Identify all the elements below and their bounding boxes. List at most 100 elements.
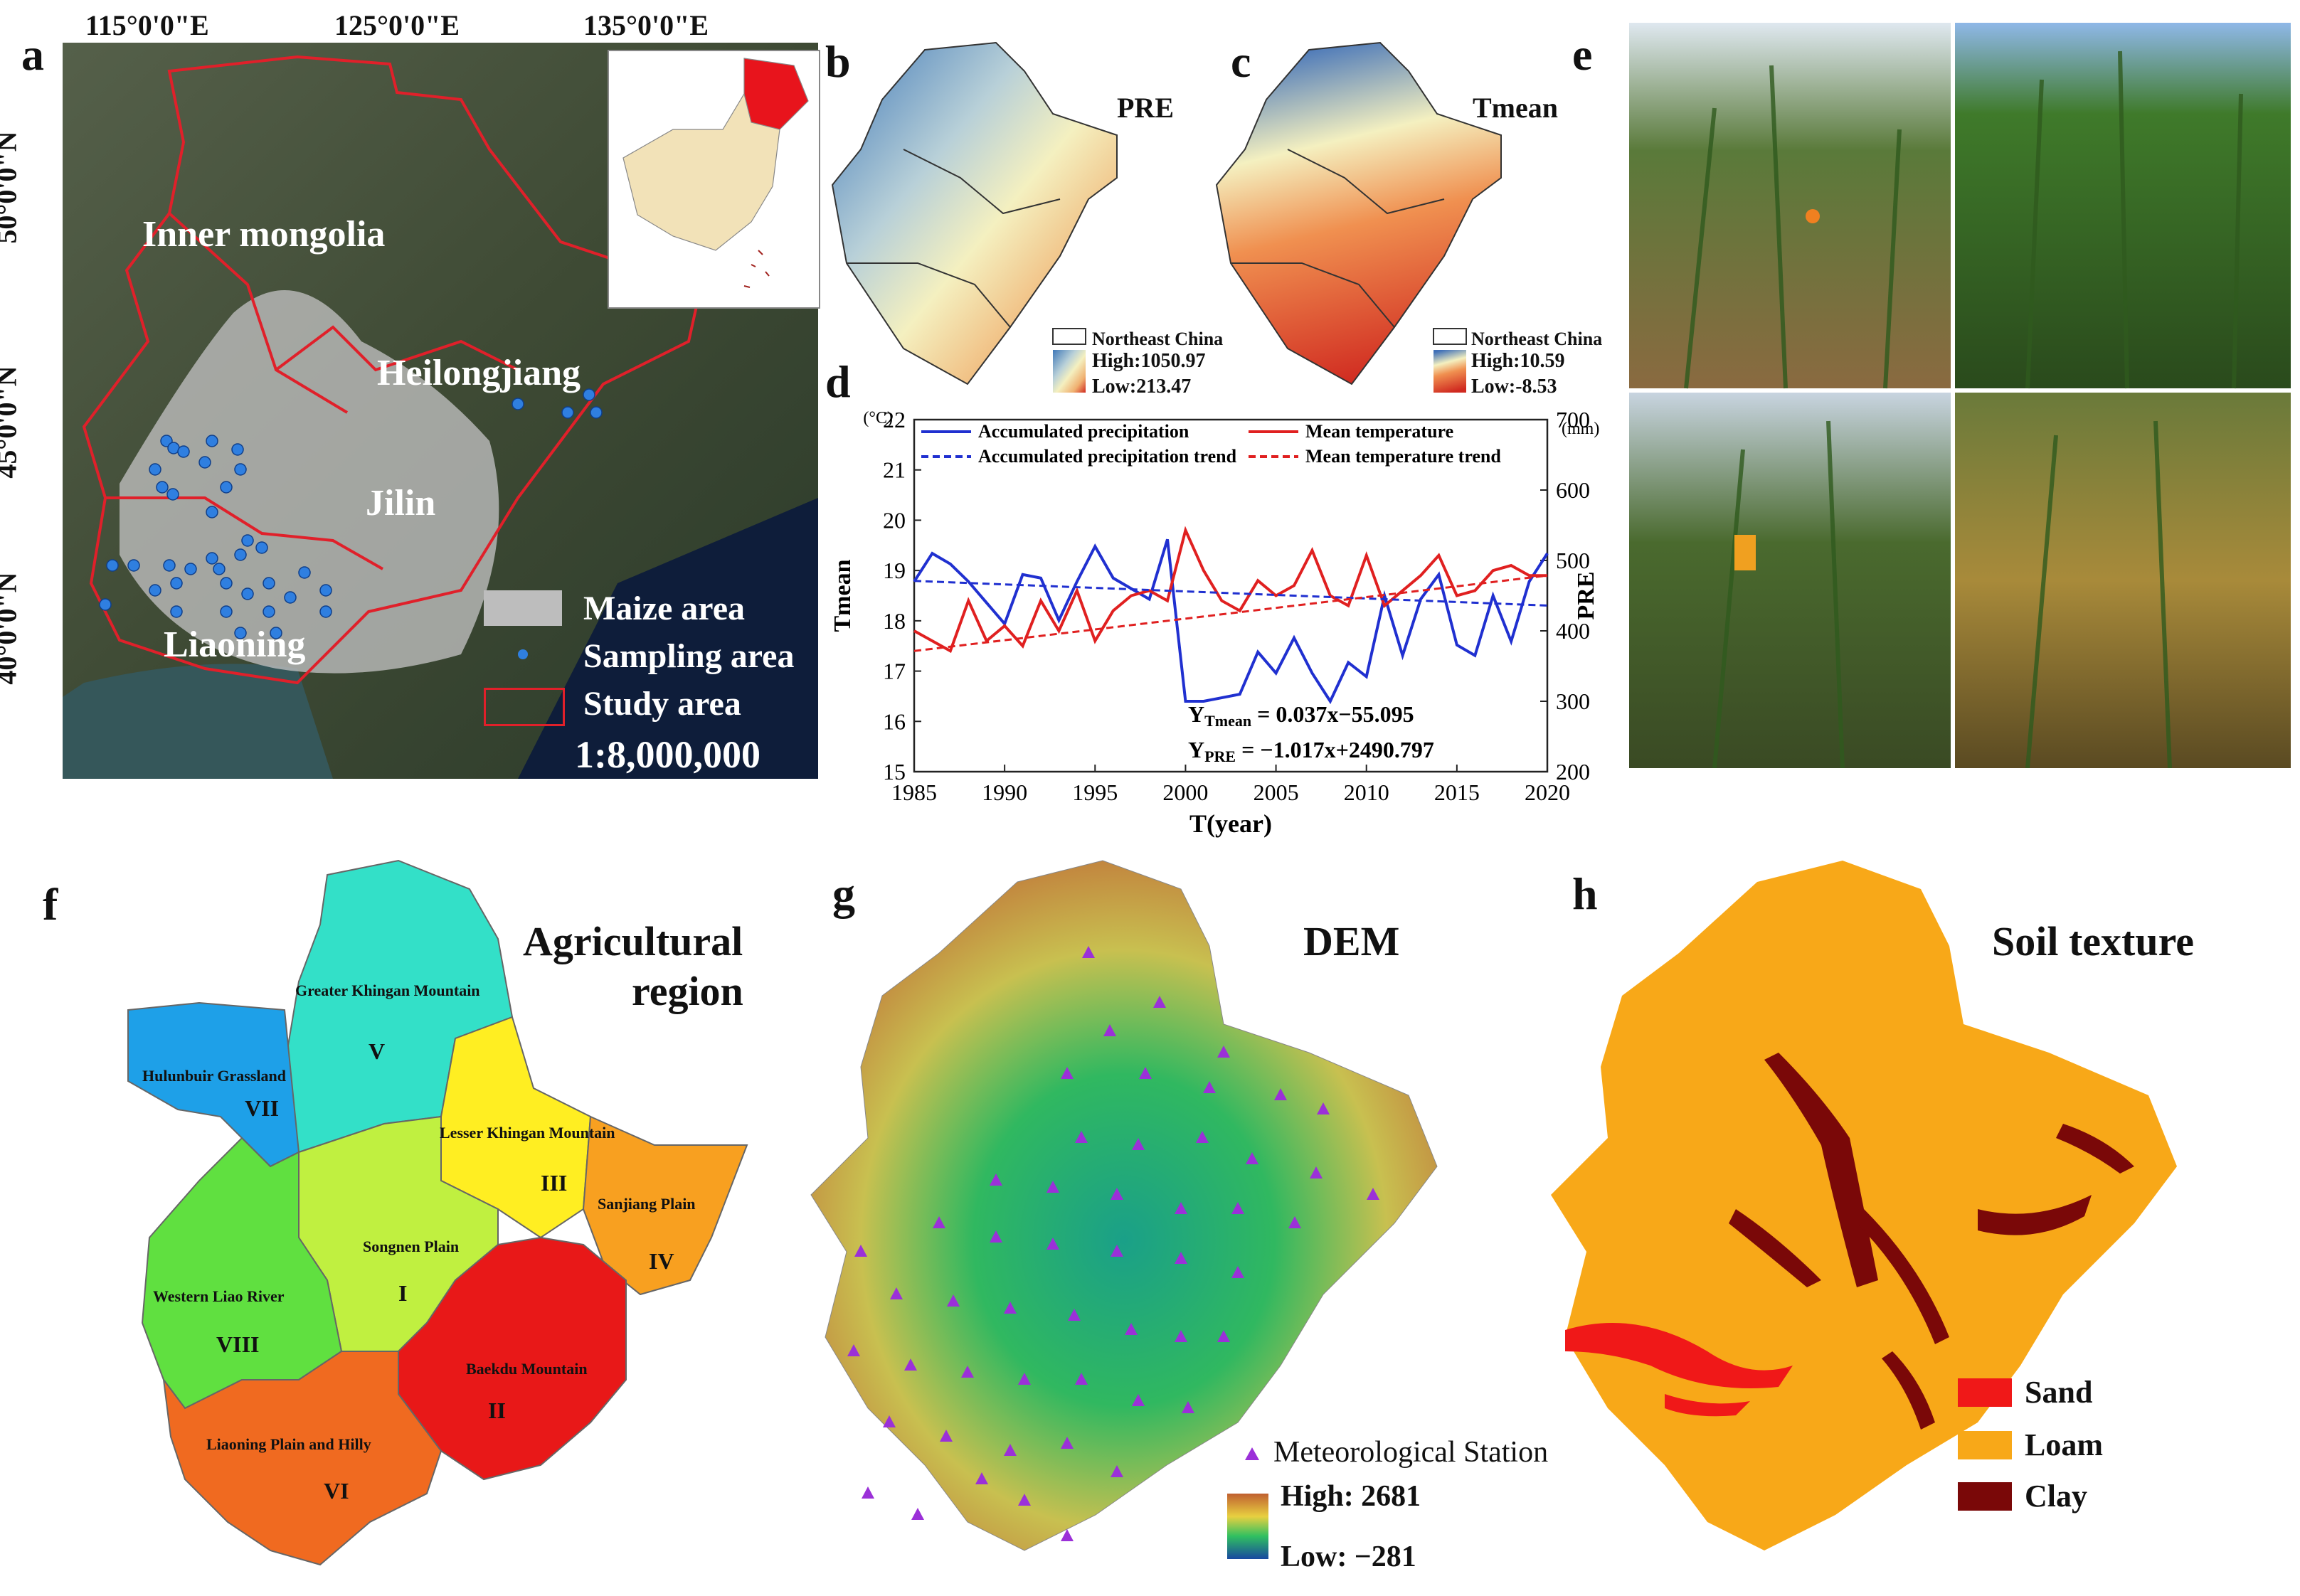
region-num-vi: VI <box>324 1478 349 1504</box>
panel-h: h Soil texture Sand Loam Clay <box>1522 839 2300 1596</box>
meteorological-station-marker <box>1004 1444 1017 1456</box>
region-name-lesser-khingan: Lesser Khingan Mountain <box>440 1124 615 1142</box>
y-left-axis-label: Tmean <box>830 559 856 632</box>
x-tick-label: 2015 <box>1434 780 1480 805</box>
trend-line-precipitation <box>913 580 1548 607</box>
region-name-songnen: Songnen Plain <box>363 1238 460 1255</box>
meteorological-station-marker <box>1317 1102 1330 1114</box>
legend-sampling-dot <box>518 649 528 659</box>
legend-maize-swatch <box>484 590 562 626</box>
meteorological-station-marker <box>847 1344 860 1356</box>
inset-highlight-northeast <box>743 58 809 130</box>
y-left-tick-label: 18 <box>883 608 906 634</box>
meteorological-station-marker <box>1367 1188 1379 1200</box>
region-num-viii: VIII <box>216 1331 260 1357</box>
meteorological-station-marker <box>854 1245 867 1257</box>
dem-title: DEM <box>1303 918 1400 964</box>
meteorological-station-marker <box>1046 1181 1059 1193</box>
meteorological-station-marker <box>961 1366 974 1378</box>
meteorological-station-marker <box>1246 1152 1258 1164</box>
legend-study-label: Study area <box>583 685 741 723</box>
legend-clay-label: Clay <box>2025 1479 2087 1513</box>
meteorological-station-marker <box>990 1174 1002 1186</box>
panel-h-letter: h <box>1572 868 1598 919</box>
legend-label-2: Accumulated precipitation trend <box>978 446 1237 467</box>
y-right-tick-label: 400 <box>1556 618 1590 644</box>
panel-b: b PRE Northeast China High:1050.97 Low:2… <box>818 28 1231 405</box>
x-tick-label: 1990 <box>982 780 1027 805</box>
agricultural-region-map <box>127 859 748 1566</box>
region-num-v: V <box>369 1038 386 1064</box>
region-name-hulunbuir: Hulunbuir Grassland <box>142 1067 286 1085</box>
meteorological-station-marker <box>1061 1529 1074 1541</box>
meteorological-station-marker <box>1018 1494 1031 1506</box>
meteorological-station-marker <box>883 1415 896 1427</box>
legend-label-0: Accumulated precipitation <box>978 421 1189 442</box>
meteorological-station-marker <box>1125 1323 1138 1335</box>
tmean-colorbar <box>1433 350 1466 393</box>
panel-b-letter: b <box>825 36 851 87</box>
meteorological-station-marker <box>1288 1216 1301 1228</box>
meteorological-station-marker <box>1231 1266 1244 1278</box>
climate-chart: 1985 1990 1995 2000 2005 2010 2015 2020 15 16 17 18… <box>830 407 1599 838</box>
y-left-tick-label: 19 <box>883 558 906 583</box>
legend-loam-swatch <box>1958 1431 2012 1459</box>
region-name-greater-khingan: Greater Khingan Mountain <box>295 981 480 999</box>
equation-tmean: YTmean = 0.037x−55.095 <box>1188 701 1414 730</box>
y-right-tick-label: 700 <box>1556 407 1590 432</box>
lon-tick-135: 135°0'0"E <box>583 9 709 41</box>
legend-label-3: Mean temperature trend <box>1305 446 1501 467</box>
legend-loam-label: Loam <box>2025 1427 2103 1462</box>
soil-texture-map <box>1551 861 2177 1550</box>
pre-map <box>831 41 1118 393</box>
meteorological-station-marker <box>1132 1394 1145 1406</box>
station-legend-label: Meteorological Station <box>1273 1436 1549 1469</box>
pre-legend-name: Northeast China <box>1092 329 1224 349</box>
x-tick-label: 2005 <box>1254 780 1299 805</box>
meteorological-station-marker <box>1203 1081 1216 1093</box>
photo-sampling <box>1629 393 1951 768</box>
x-tick-label: 1985 <box>891 780 937 805</box>
series-line-precipitation <box>913 538 1549 705</box>
y-left-tick-label: 21 <box>883 457 906 483</box>
x-tick-label: 1995 <box>1072 780 1118 805</box>
region-name-western-liao: Western Liao River <box>153 1287 285 1305</box>
x-tick-label: 2010 <box>1344 780 1389 805</box>
meteorological-station-marker <box>1175 1202 1187 1214</box>
meteorological-station-marker <box>1111 1188 1123 1200</box>
region-num-i: I <box>398 1280 408 1306</box>
meteorological-station-marker <box>975 1472 988 1484</box>
panel-a-letter: a <box>21 29 44 80</box>
lat-tick-45: 45°0'0"N <box>0 366 23 479</box>
legend-maize-label: Maize area <box>583 590 745 627</box>
panel-g-letter: g <box>832 868 855 919</box>
region-liaoning: Liaoning <box>164 624 306 665</box>
dem-low: Low: −281 <box>1281 1541 1416 1573</box>
meteorological-station-marker <box>1082 946 1095 958</box>
panel-f: f Agricultural region Greater Khingan Mo… <box>0 839 783 1596</box>
region-num-vii: VII <box>245 1095 280 1121</box>
panel-c-letter: c <box>1231 36 1251 87</box>
meteorological-station-marker <box>1075 1373 1088 1385</box>
study-area-boundary <box>82 55 705 685</box>
y-left-tick-label: 22 <box>883 407 906 432</box>
tmean-legend-name: Northeast China <box>1471 329 1603 349</box>
y-left-unit: (°C) <box>863 409 893 427</box>
region-vi-liaoning-plain <box>162 1351 442 1566</box>
meteorological-station-marker <box>862 1486 874 1499</box>
meteorological-station-marker <box>1068 1309 1081 1321</box>
legend-sand-label: Sand <box>2025 1375 2093 1410</box>
meteorological-station-marker <box>1231 1202 1244 1214</box>
meteorological-station-marker <box>1196 1131 1209 1143</box>
lat-tick-50: 50°0'0"N <box>0 131 23 244</box>
meteorological-station-marker <box>1132 1138 1145 1150</box>
x-tick-label: 2020 <box>1525 780 1570 805</box>
meteorological-station-marker <box>1018 1373 1031 1385</box>
region-name-baekdu: Baekdu Mountain <box>466 1360 588 1378</box>
y-right-tick-label: 600 <box>1556 477 1590 503</box>
meteorological-station-marker <box>1075 1131 1088 1143</box>
lon-tick-125: 125°0'0"E <box>334 9 460 41</box>
lat-tick-40: 40°0'0"N <box>0 572 23 685</box>
meteorological-station-marker <box>1111 1465 1123 1477</box>
x-axis-label: T(year) <box>1189 809 1272 838</box>
